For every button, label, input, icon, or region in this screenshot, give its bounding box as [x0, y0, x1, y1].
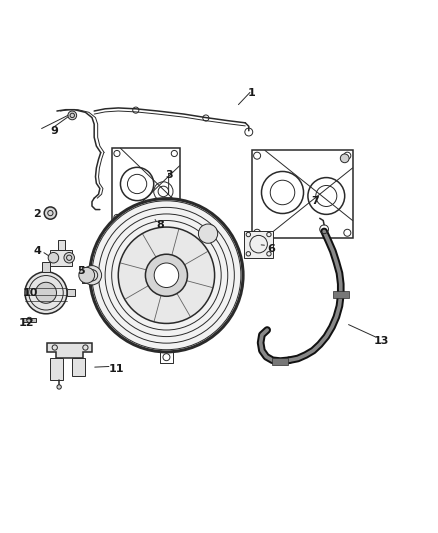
Circle shape — [68, 111, 77, 120]
Bar — [244, 231, 273, 258]
Text: 2: 2 — [33, 209, 41, 219]
Circle shape — [64, 253, 74, 263]
Circle shape — [57, 385, 61, 389]
Text: 9: 9 — [51, 126, 59, 136]
Text: 3: 3 — [165, 169, 173, 180]
Circle shape — [118, 227, 215, 324]
Bar — [252, 150, 353, 238]
Circle shape — [82, 265, 102, 285]
Text: 10: 10 — [23, 288, 39, 298]
Text: 13: 13 — [373, 336, 389, 346]
Circle shape — [25, 272, 67, 314]
Bar — [50, 359, 63, 381]
Polygon shape — [47, 343, 92, 359]
Circle shape — [79, 268, 95, 283]
Bar — [23, 318, 36, 322]
Text: 7: 7 — [311, 196, 319, 206]
Circle shape — [35, 282, 57, 303]
Bar — [58, 240, 65, 250]
Circle shape — [340, 154, 349, 163]
Text: 6: 6 — [268, 244, 276, 254]
Bar — [50, 250, 72, 265]
Text: 11: 11 — [108, 365, 124, 374]
Bar — [272, 358, 288, 365]
Text: 1: 1 — [248, 88, 256, 99]
Bar — [67, 289, 75, 296]
Circle shape — [44, 207, 57, 219]
Circle shape — [154, 263, 179, 287]
Circle shape — [145, 254, 187, 296]
Circle shape — [198, 224, 218, 243]
Bar — [72, 359, 85, 376]
Bar — [333, 292, 349, 298]
Circle shape — [48, 253, 59, 263]
Text: 12: 12 — [18, 318, 34, 328]
Bar — [42, 262, 50, 272]
Bar — [112, 148, 180, 223]
Circle shape — [90, 199, 243, 352]
Text: 8: 8 — [156, 220, 164, 230]
Text: 4: 4 — [33, 246, 41, 256]
Text: 5: 5 — [77, 266, 85, 276]
